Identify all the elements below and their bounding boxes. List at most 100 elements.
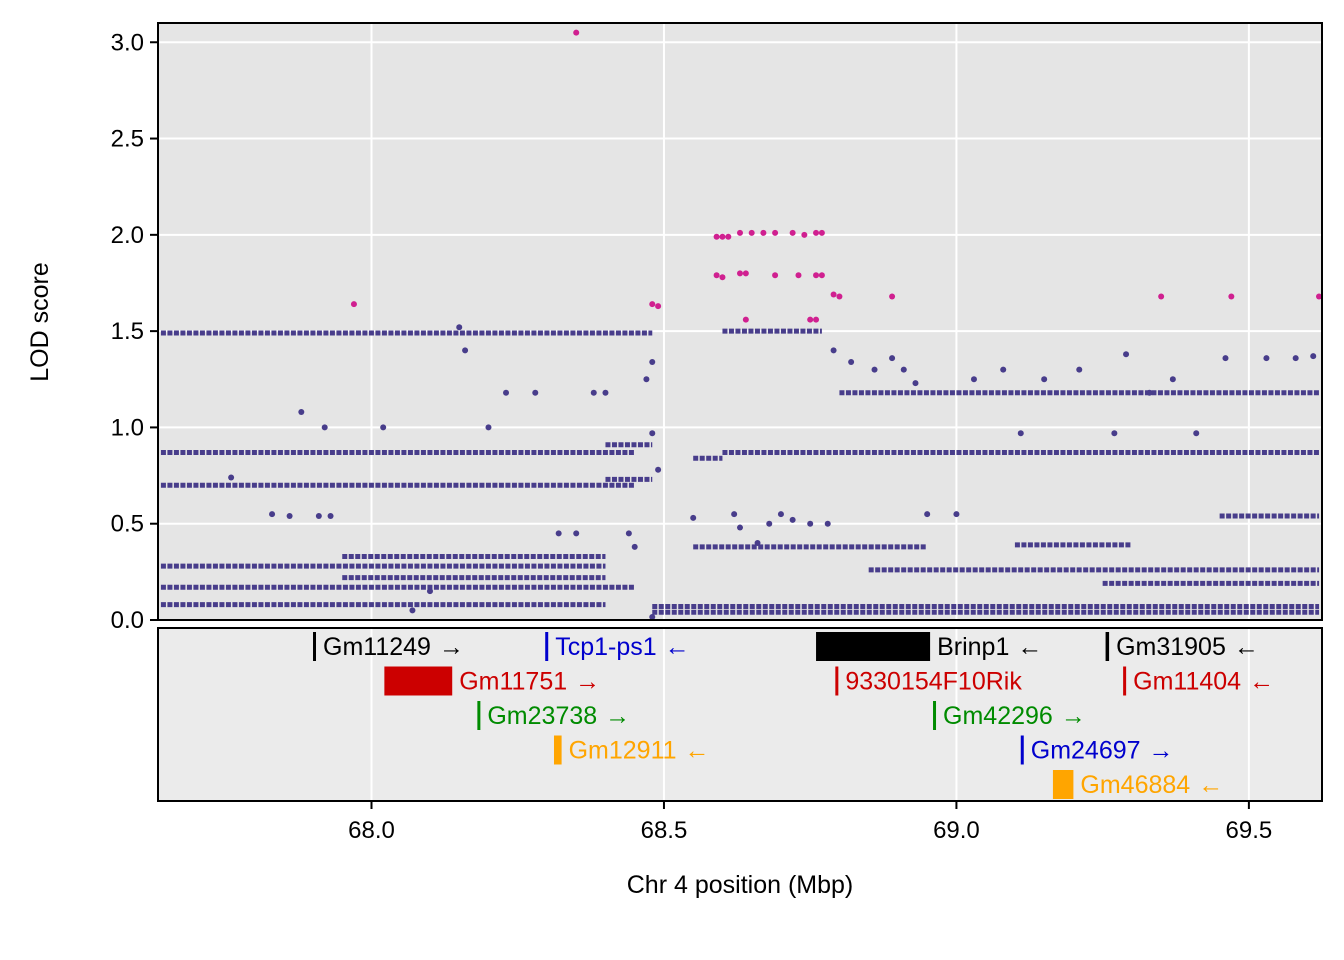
gene-strand-arrow: ←	[665, 633, 690, 661]
top-snp-point	[801, 231, 808, 238]
gene-name: 9330154F10Rik	[845, 668, 1022, 696]
y-tick-label: 0.5	[111, 511, 144, 538]
snp-point	[1222, 355, 1229, 362]
snp-point	[848, 358, 855, 365]
lod-panel-frame	[157, 22, 1323, 621]
gene-name: Gm42296	[943, 702, 1053, 730]
x-axis-title: Chr 4 position (Mbp)	[627, 871, 853, 899]
top-snp-point	[772, 272, 779, 279]
top-snp-point	[1158, 293, 1165, 300]
top-snp-point	[1316, 293, 1322, 300]
snp-point	[426, 588, 433, 595]
gene-marker	[384, 666, 453, 696]
top-snp-point	[748, 229, 755, 236]
snp-point	[327, 513, 334, 520]
snp-point	[456, 324, 463, 331]
gene-strand-arrow: →	[1061, 702, 1086, 730]
top-snp-point	[830, 291, 837, 298]
y-axis-title: LOD score	[26, 262, 54, 381]
gene-strand-arrow: ←	[685, 737, 710, 765]
x-tick-label: 69.0	[933, 817, 980, 844]
top-snp-point	[655, 303, 662, 310]
snp-point	[315, 513, 322, 520]
gene-marker	[477, 701, 481, 730]
snp-point	[824, 520, 831, 527]
snp-point	[900, 366, 907, 373]
snp-point	[789, 516, 796, 523]
snp-point	[1123, 351, 1130, 358]
snp-point	[555, 530, 562, 537]
snp-point	[830, 347, 837, 354]
gene-name: Gm23738	[487, 702, 597, 730]
snp-point	[269, 511, 276, 518]
snp-point	[573, 530, 580, 537]
snp-point	[503, 389, 510, 396]
gene-marker	[1123, 666, 1127, 696]
snp-point	[590, 389, 597, 396]
snp-point	[380, 424, 387, 431]
snp-point	[1111, 430, 1118, 437]
snp-point	[737, 524, 743, 531]
gene-marker	[313, 632, 317, 661]
top-snp-point	[789, 229, 796, 236]
snp-point	[631, 543, 638, 550]
snp-point	[602, 389, 609, 396]
gene-strand-arrow: →	[1149, 737, 1174, 765]
snp-point	[643, 376, 650, 383]
top-snp-point	[813, 272, 820, 279]
gene-name: Gm24697	[1031, 737, 1141, 765]
gene-label: Gm46884 ←	[1080, 771, 1223, 799]
top-snp-point	[836, 293, 843, 300]
gene-name: Gm11751	[459, 668, 567, 696]
y-tick-label: 3.0	[111, 29, 144, 56]
gene-marker	[1052, 770, 1074, 799]
snp-point	[1292, 355, 1299, 362]
gene-strand-arrow: ←	[1198, 771, 1223, 799]
gene-name: Tcp1-ps1	[555, 633, 656, 661]
gene-label: Gm24697 →	[1031, 737, 1174, 765]
top-snp-point	[725, 233, 732, 240]
snp-point	[298, 409, 305, 416]
gene-label: Gm11404 ←	[1133, 668, 1274, 696]
top-snp-point	[889, 293, 896, 300]
snp-point	[462, 347, 469, 354]
x-tick-label: 68.5	[641, 817, 688, 844]
top-snp-point	[818, 229, 825, 236]
y-tick-label: 1.0	[111, 414, 144, 441]
top-snp-point	[573, 29, 580, 36]
snp-point	[690, 514, 697, 521]
snp-point	[731, 511, 738, 518]
top-snp-point	[719, 274, 726, 281]
snp-point	[655, 466, 662, 473]
gene-label: Gm42296 →	[943, 702, 1086, 730]
snp-point	[532, 389, 539, 396]
gene-label: Gm12911 ←	[569, 737, 710, 765]
gene-name: Gm46884	[1080, 771, 1190, 799]
top-snp-point	[719, 233, 726, 240]
snp-point	[321, 424, 328, 431]
snp-point	[485, 424, 492, 431]
snp-points	[228, 29, 1322, 620]
top-snp-point	[350, 301, 357, 308]
x-tick-label: 69.5	[1226, 817, 1273, 844]
gene-strand-arrow: →	[575, 668, 600, 696]
gene-label: Brinp1 ←	[937, 633, 1042, 661]
snp-point	[1310, 353, 1317, 360]
top-snp-point	[760, 229, 767, 236]
lod-panel-background	[158, 23, 1322, 620]
snp-point	[1169, 376, 1176, 383]
gene-marker	[835, 666, 839, 696]
gene-name: Gm31905	[1116, 633, 1226, 661]
snp-point	[228, 474, 235, 481]
snp-point	[1017, 430, 1024, 437]
y-tick-label: 1.5	[111, 318, 144, 345]
top-snp-point	[795, 272, 802, 279]
top-snp-point	[818, 272, 825, 279]
gene-strand-arrow: ←	[1249, 668, 1274, 696]
snp-point	[1041, 376, 1048, 383]
gene-panel-frame	[157, 627, 1323, 802]
top-snp-point	[713, 233, 720, 240]
snp-point	[1193, 430, 1200, 437]
gene-name: Brinp1	[937, 633, 1009, 661]
